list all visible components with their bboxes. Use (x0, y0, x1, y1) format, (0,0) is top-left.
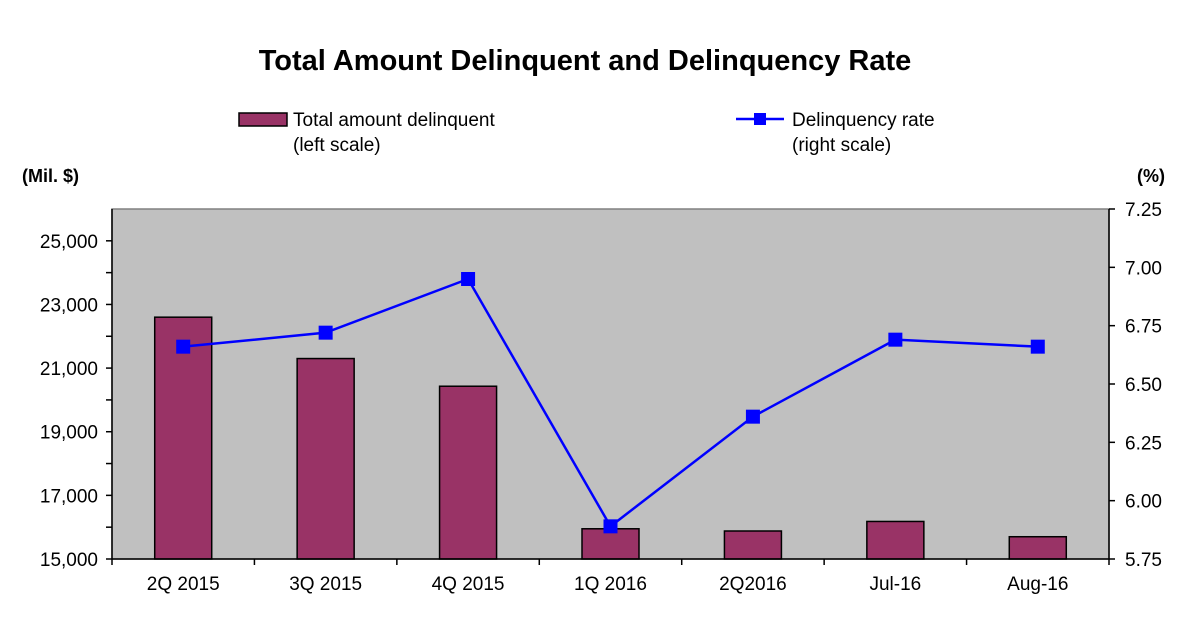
bar-5 (866, 520, 925, 560)
legend-label-line: Delinquency rate (792, 110, 935, 131)
rate-marker-0 (176, 339, 191, 354)
legend-label-bar: Total amount delinquent (293, 110, 495, 131)
right-tick-label-0: 5.75 (1125, 550, 1162, 571)
left-tick-label-2: 19,000 (40, 423, 98, 444)
legend-note-line: (right scale) (792, 135, 891, 156)
rate-marker-3 (603, 519, 618, 534)
line-series (176, 272, 1045, 534)
x-tick-label-0: 2Q 2015 (147, 574, 220, 595)
x-tick-label-4: 2Q2016 (719, 574, 787, 595)
right-unit-label: (%) (1137, 166, 1165, 186)
bar-1 (296, 357, 355, 560)
x-tick-label-6: Aug-16 (1007, 574, 1068, 595)
x-tick-label-1: 3Q 2015 (289, 574, 362, 595)
rate-marker-6 (1030, 339, 1045, 354)
left-tick-label-0: 15,000 (40, 550, 98, 571)
axes: 15,000 17,000 19,000 21,000 23,000 25,000 5.75… (40, 200, 1162, 595)
rate-marker-5 (888, 332, 903, 347)
legend-swatch-bar (238, 112, 288, 127)
left-tick-label-5: 25,000 (40, 232, 98, 253)
left-tick-label-3: 21,000 (40, 359, 98, 380)
legend: Total amount delinquent (left scale) Del… (238, 110, 935, 156)
left-unit-label: (Mil. $) (22, 166, 79, 186)
x-tick-label-5: Jul-16 (869, 574, 921, 595)
x-tick-label-2: 4Q 2015 (432, 574, 505, 595)
right-tick-label-4: 6.75 (1125, 317, 1162, 338)
right-tick-label-6: 7.25 (1125, 200, 1162, 221)
right-tick-label-5: 7.00 (1125, 258, 1162, 279)
rate-marker-2 (461, 272, 476, 286)
bar-6 (1008, 535, 1068, 560)
plot-area (111, 208, 1110, 560)
bar-4 (723, 530, 783, 560)
legend-note-bar: (left scale) (293, 135, 381, 156)
x-tick-label-3: 1Q 2016 (574, 574, 647, 595)
legend-swatch-marker (754, 113, 766, 125)
rate-marker-4 (745, 409, 760, 424)
right-tick-label-1: 6.00 (1125, 492, 1162, 513)
left-tick-label-4: 23,000 (40, 295, 98, 316)
bar-2 (438, 385, 498, 560)
chart-title: Total Amount Delinquent and Delinquency … (259, 45, 912, 77)
left-tick-label-1: 17,000 (40, 486, 98, 507)
right-tick-label-2: 6.25 (1125, 433, 1162, 454)
right-tick-label-3: 6.50 (1125, 375, 1162, 396)
rate-marker-1 (318, 325, 333, 340)
